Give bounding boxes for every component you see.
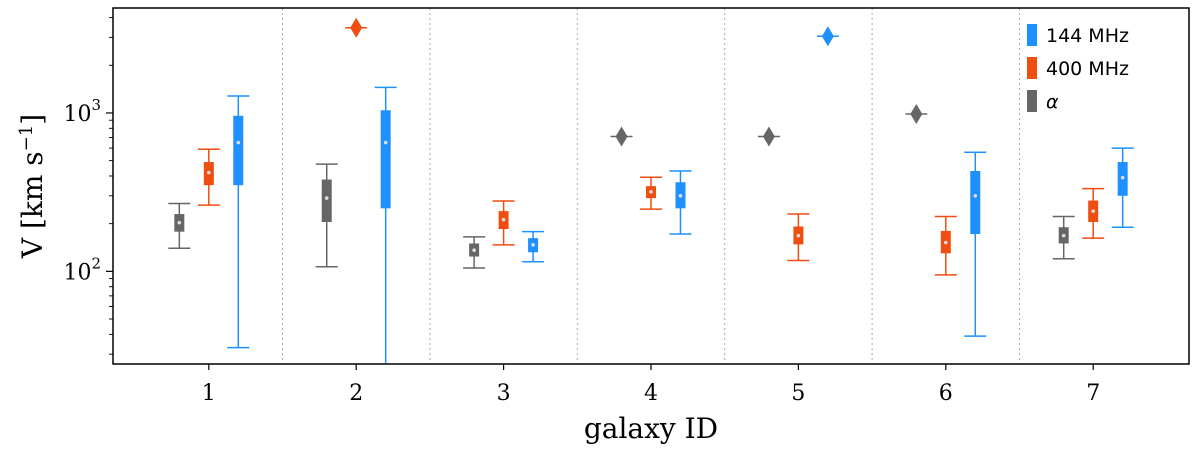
median-400mhz-1 — [207, 170, 211, 175]
x-tick-label-3: 3 — [497, 381, 511, 406]
box-series — [168, 17, 1134, 363]
x-tick-label-4: 4 — [644, 381, 658, 406]
box-alpha-galaxy-5 — [757, 126, 780, 147]
x-tick-label-1: 1 — [202, 381, 216, 406]
box-144mhz-galaxy-4 — [669, 170, 692, 235]
box-400mhz-galaxy-1 — [197, 148, 220, 206]
iqr-box-144mhz-2 — [380, 110, 391, 209]
box-400mhz-galaxy-4 — [640, 176, 662, 210]
x-axis-label: galaxy ID — [584, 412, 718, 445]
box-400mhz-galaxy-6 — [934, 215, 957, 276]
median-alpha-3 — [472, 248, 476, 252]
category-separators — [282, 8, 1020, 364]
y-tick-exponent: 2 — [91, 254, 101, 272]
box-alpha-galaxy-7 — [1052, 215, 1075, 260]
y-axis-label-close: ] — [16, 114, 49, 125]
median-144mhz-6 — [973, 193, 978, 198]
y-tick-base: 10 — [63, 102, 91, 127]
legend-entry-144mhz: 144 MHz — [1027, 24, 1129, 47]
box-alpha-galaxy-6 — [905, 104, 928, 125]
median-144mhz-3 — [531, 243, 535, 247]
box-400mhz-galaxy-3 — [492, 200, 515, 246]
legend-swatch-alpha — [1027, 90, 1037, 112]
box-400mhz-galaxy-5 — [787, 213, 810, 262]
y-axis-label-main: V [km s — [16, 151, 49, 259]
box-144mhz-galaxy-5 — [816, 26, 839, 47]
x-tick-label-7: 7 — [1086, 381, 1100, 406]
iqr-box-144mhz-1 — [233, 115, 244, 186]
median-400mhz-6 — [943, 240, 948, 245]
single-marker-alpha-5 — [762, 126, 775, 147]
box-144mhz-galaxy-6 — [964, 151, 987, 337]
legend-swatch-400mhz — [1027, 57, 1037, 79]
y-axis-label: V [km s−1] — [16, 114, 49, 259]
y-axis-label-superscript: −1 — [16, 125, 37, 152]
single-marker-144mhz-5 — [821, 26, 834, 47]
y-tick-label-100: 102 — [63, 254, 101, 285]
x-tick-label-6: 6 — [939, 381, 953, 406]
legend-entry-alpha: α — [1027, 90, 1059, 113]
box-144mhz-galaxy-3 — [522, 230, 545, 263]
box-alpha-galaxy-2 — [315, 163, 338, 268]
median-alpha-7 — [1061, 233, 1066, 238]
median-144mhz-1 — [236, 140, 241, 145]
y-tick-exponent: 3 — [91, 96, 101, 114]
median-alpha-2 — [324, 196, 329, 200]
box-alpha-galaxy-4 — [610, 126, 633, 147]
single-marker-400mhz-2 — [350, 17, 363, 38]
x-tick-label-5: 5 — [791, 381, 805, 406]
legend: 144 MHz 400 MHz α — [1027, 24, 1129, 113]
median-144mhz-2 — [383, 140, 388, 145]
box-144mhz-galaxy-2 — [374, 86, 397, 363]
y-tick-base: 10 — [63, 260, 91, 285]
median-400mhz-7 — [1091, 209, 1095, 213]
legend-label-400mhz: 400 MHz — [1046, 58, 1129, 80]
median-144mhz-7 — [1120, 175, 1125, 180]
box-144mhz-galaxy-1 — [227, 95, 250, 349]
median-144mhz-4 — [678, 193, 683, 198]
median-400mhz-5 — [796, 233, 801, 238]
x-tick-label-2: 2 — [349, 381, 363, 406]
y-tick-label-1000: 103 — [63, 96, 101, 127]
legend-entry-400mhz: 400 MHz — [1027, 57, 1129, 80]
single-marker-alpha-4 — [615, 126, 628, 147]
iqr-box-144mhz-6 — [970, 171, 981, 235]
box-400mhz-galaxy-2 — [345, 17, 368, 38]
legend-label-144mhz: 144 MHz — [1046, 25, 1129, 47]
box-400mhz-galaxy-7 — [1082, 187, 1105, 239]
median-alpha-1 — [177, 220, 182, 225]
box-alpha-galaxy-3 — [463, 236, 486, 269]
box-144mhz-galaxy-7 — [1111, 147, 1134, 228]
x-axis: 1 2 3 4 5 6 7 — [202, 364, 1100, 406]
legend-label-alpha: α — [1046, 91, 1059, 113]
box-alpha-galaxy-1 — [168, 202, 191, 249]
single-marker-alpha-6 — [910, 104, 923, 125]
median-400mhz-4 — [649, 189, 653, 194]
median-400mhz-3 — [501, 217, 506, 222]
legend-swatch-144mhz — [1027, 24, 1037, 46]
iqr-box-alpha-2 — [321, 179, 332, 222]
